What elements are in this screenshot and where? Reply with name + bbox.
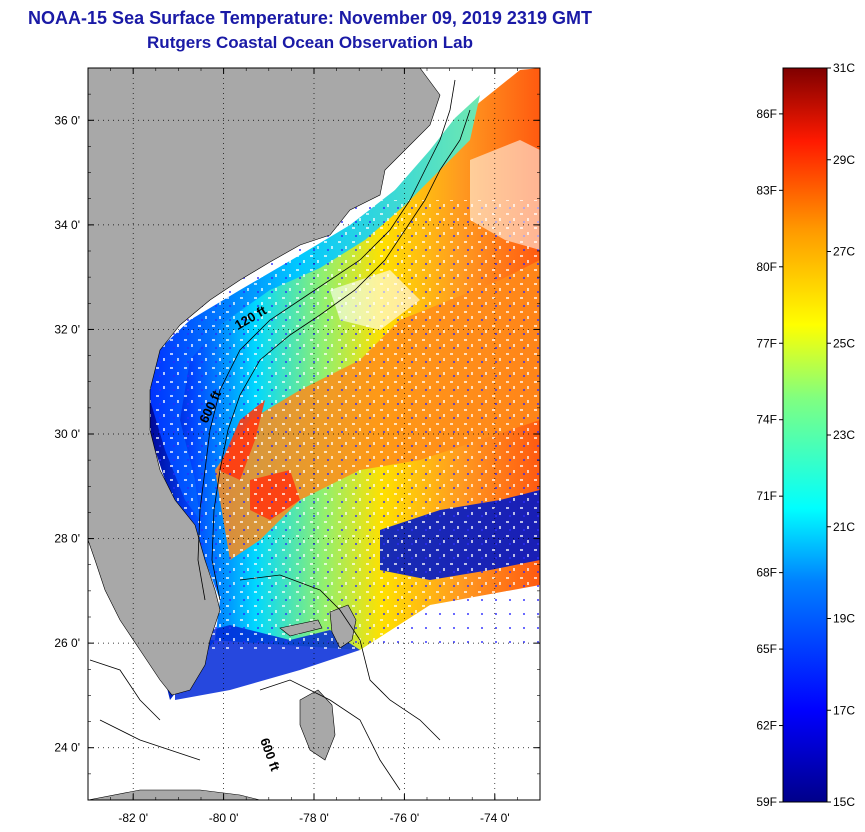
cloud-gap-mid [330, 270, 420, 330]
lat-tick-label: 30 0' [54, 427, 80, 441]
lon-tick-label: -74 0' [480, 811, 510, 825]
cloud-gap-north [470, 140, 540, 250]
fahrenheit-label: 68F [756, 566, 777, 580]
bahamas-grand [279, 619, 323, 637]
celsius-label: 19C [833, 612, 855, 626]
lat-tick-label: 34 0' [54, 218, 80, 232]
celsius-label: 25C [833, 336, 855, 350]
colorbar-fahrenheit-labels: 86F 83F 80F 77F 74F 71F 68F 65F 62F 59F [756, 107, 783, 809]
lat-tick-label: 36 0' [54, 113, 80, 127]
map-title: NOAA-15 Sea Surface Temperature: Novembe… [28, 8, 592, 28]
fahrenheit-label: 83F [756, 183, 777, 197]
colorbar-celsius-labels: 31C 29C 27C 25C 23C 21C 19C 17C 15C [827, 61, 855, 809]
bahamas-andros [299, 689, 336, 761]
celsius-label: 29C [833, 153, 855, 167]
celsius-label: 27C [833, 245, 855, 259]
lat-tick-label: 32 0' [54, 322, 80, 336]
lat-tick-label: 28 0' [54, 532, 80, 546]
contour-120ft [197, 79, 456, 601]
lon-tick-label: -80 0' [209, 811, 239, 825]
celsius-label: 15C [833, 795, 855, 809]
lat-tick-label: 24 0' [54, 741, 80, 755]
lon-tick-label: -76 0' [390, 811, 420, 825]
lon-tick-label: -82 0' [118, 811, 148, 825]
us-landmass [88, 68, 441, 696]
fahrenheit-label: 59F [756, 795, 777, 809]
fahrenheit-label: 65F [756, 642, 777, 656]
latitude-labels: 36 0' 34 0' 32 0' 30 0' 28 0' 26 0' 24 0' [54, 113, 80, 754]
colorbar [782, 67, 828, 803]
fahrenheit-label: 86F [756, 107, 777, 121]
map-subtitle: Rutgers Coastal Ocean Observation Lab [147, 33, 473, 52]
longitude-labels: -82 0' -80 0' -78 0' -76 0' -74 0' [118, 811, 509, 825]
fahrenheit-label: 77F [756, 336, 777, 350]
fahrenheit-label: 71F [756, 489, 777, 503]
lat-tick-label: 26 0' [54, 636, 80, 650]
contour-bahamas [89, 574, 441, 791]
bahamas-abaco [329, 604, 357, 649]
celsius-label: 17C [833, 703, 855, 717]
celsius-label: 23C [833, 428, 855, 442]
fahrenheit-label: 74F [756, 413, 777, 427]
cuba-coast [88, 789, 261, 800]
contour-600ft [211, 109, 471, 601]
lon-tick-label: -78 0' [299, 811, 329, 825]
fahrenheit-label: 80F [756, 260, 777, 274]
celsius-label: 31C [833, 61, 855, 75]
fahrenheit-label: 62F [756, 719, 777, 733]
graticule [87, 67, 541, 801]
celsius-label: 21C [833, 520, 855, 534]
